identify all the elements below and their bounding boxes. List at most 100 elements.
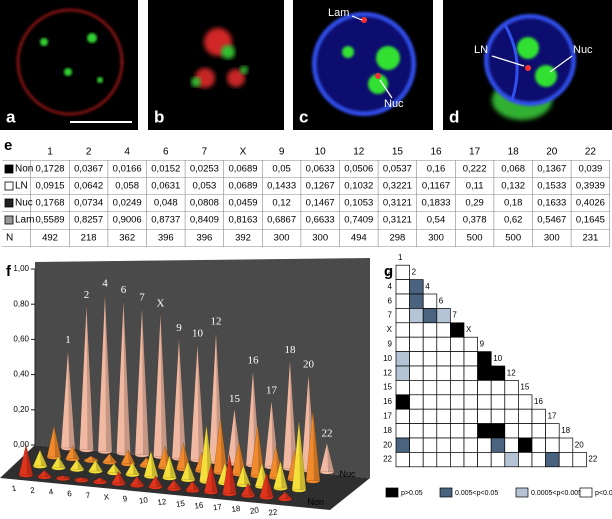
table-cell: 0,068: [501, 164, 525, 175]
x-tick-label: 4: [48, 487, 54, 497]
table-cell: 0,18: [504, 198, 523, 209]
cone: [97, 292, 113, 452]
table-cell: 0,29: [465, 198, 484, 209]
table-cell: 0,0734: [74, 198, 103, 209]
matrix-cell: [422, 336, 438, 352]
annotation: Nuc: [573, 44, 593, 56]
column-header: 6: [163, 147, 169, 158]
x-tick-label: 17: [212, 502, 223, 512]
x-tick-label: 15: [175, 499, 186, 509]
cone-shade: [86, 304, 94, 450]
table-cell: 0,039: [579, 164, 603, 175]
row-swatch: [4, 164, 14, 174]
cone: [236, 464, 251, 485]
matrix-cell: [463, 380, 478, 396]
panel-d: LN Nuc d: [443, 0, 612, 130]
cone-shade: [63, 475, 70, 479]
cone-shade: [313, 409, 320, 481]
cone-shade: [183, 443, 191, 469]
matrix-cell: [409, 408, 424, 424]
x-tick-label: 1: [11, 484, 17, 494]
cone-shade: [239, 441, 246, 474]
x-tick-label: 18: [231, 504, 242, 514]
matrix-cell: [395, 308, 410, 324]
table-cell: 0,16: [427, 164, 446, 175]
matrix-cell: [422, 408, 438, 424]
matrix-cell: [477, 408, 492, 424]
cone: [180, 460, 196, 480]
matrix-cell: [436, 452, 451, 468]
matrix-cell: [531, 408, 546, 424]
matrix-cell: [531, 437, 546, 453]
cone-label: 12: [211, 316, 222, 328]
table-cell: 0,222: [463, 164, 487, 175]
table-cell: 0,1433: [267, 181, 296, 192]
y-tick-label: 0,60: [13, 335, 29, 344]
column-header: 10: [315, 147, 327, 158]
cone: [79, 304, 94, 450]
table-cell: 0,3939: [576, 181, 605, 192]
y-tick-label: 1,00: [13, 264, 29, 273]
row-label: 22: [383, 455, 392, 464]
cone-label: 6: [121, 284, 127, 296]
cone: [166, 479, 182, 489]
table-cell: 0,8257: [74, 215, 103, 226]
cone: [92, 477, 108, 483]
cone-label: 4: [102, 277, 108, 289]
matrix-cell: [477, 351, 492, 367]
table-cell: 0,8737: [151, 215, 180, 226]
table-cell: 300: [428, 233, 444, 244]
table-cell: 0,0166: [113, 164, 142, 175]
panel-label: g: [384, 263, 393, 280]
column-header: 1: [47, 147, 53, 158]
column-header: 16: [430, 147, 442, 158]
matrix-cell: [490, 365, 506, 381]
table-cell: 0,0631: [151, 181, 180, 192]
table-cell: 0,6867: [267, 215, 296, 226]
matrix-cell: [450, 380, 465, 396]
cone: [148, 475, 163, 488]
table-cell: 0,1167: [422, 181, 450, 192]
cone: [88, 459, 103, 472]
cone: [240, 482, 256, 496]
cone: [51, 455, 66, 468]
matrix-cell: [409, 452, 424, 468]
table-cell: 500: [505, 233, 521, 244]
cone: [162, 454, 177, 479]
table-cell: 0,0689: [228, 181, 257, 192]
matrix-cell: [436, 437, 451, 453]
table-cell: 0,1267: [306, 181, 335, 192]
cone-shade: [123, 299, 131, 454]
matrix-cell: [409, 423, 424, 439]
matrix-cell: [395, 365, 410, 381]
cone-shade: [44, 470, 52, 477]
cone: [55, 475, 71, 479]
cone: [101, 453, 118, 463]
row-label: 20: [383, 440, 392, 449]
cone-shade: [229, 454, 237, 494]
diagonal-label: 9: [480, 340, 485, 349]
matrix-cell: [422, 322, 438, 338]
table-cell: 0,0689: [228, 164, 257, 175]
matrix-cell: [450, 437, 465, 453]
table-cell: 0,1633: [537, 198, 566, 209]
row-label: 6: [388, 296, 393, 305]
cone-shade: [174, 479, 181, 489]
legend-label: p<0.0005: [595, 490, 612, 497]
x-tick-label: 2: [30, 485, 36, 495]
row-label: 7: [388, 311, 393, 320]
matrix-cell: [409, 365, 424, 381]
cone-label: 15: [229, 393, 241, 405]
cone-shade: [40, 449, 47, 466]
table-cell: 0,12: [272, 198, 291, 209]
matrix-cell: [477, 380, 492, 396]
panel-label: b: [154, 107, 164, 126]
matrix-cell: [395, 351, 410, 367]
matrix-cell: [422, 293, 438, 309]
cone-shade: [211, 463, 218, 492]
table-cell: 0,1728: [35, 164, 64, 175]
table-cell: 0,1833: [421, 198, 450, 209]
matrix-cell: [463, 394, 478, 410]
row-label: 4: [388, 282, 393, 291]
cone-shade: [197, 343, 205, 460]
